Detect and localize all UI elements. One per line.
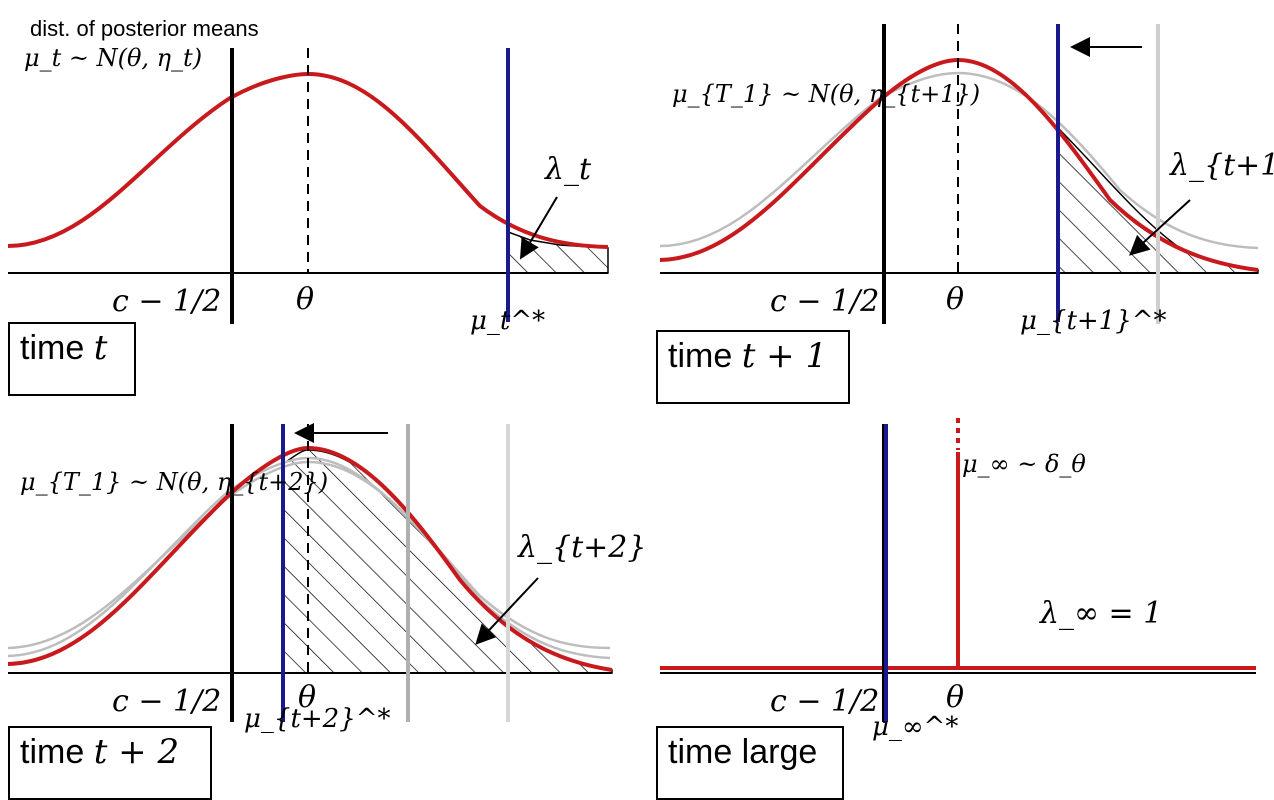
caption-posterior-means: dist. of posterior means	[30, 16, 259, 41]
lambda-arrow-t1	[1129, 199, 1191, 256]
time-box-t: time t	[8, 322, 136, 396]
lambda-label-t1: λ_{t+1}	[1170, 148, 1274, 183]
dist-label-t: μ_t ~ N(θ, η_t)	[24, 44, 203, 72]
panel-time-t2	[7, 423, 613, 722]
dist-label-t2: μ_{T_1} ~ N(θ, η_{t+2})	[20, 468, 329, 496]
panel-time-t1	[659, 24, 1259, 324]
lambda-arrow-t	[519, 196, 558, 260]
lambda-label-t2: λ_{t+2}	[518, 530, 647, 565]
threshold-label-t2: μ_{t+2}^*	[244, 704, 391, 734]
theta-label-t1: θ	[946, 282, 965, 317]
time-box-t2-word: time	[20, 733, 85, 771]
lambda-label-t: λ_t	[545, 152, 592, 187]
panel-time-large	[660, 418, 1256, 722]
threshold-label-t1: μ_{t+1}^*	[1020, 306, 1167, 336]
theta-label-t2: θ	[298, 680, 317, 715]
threshold-label-t: μ_t^*	[470, 306, 546, 336]
time-box-large: time large	[656, 726, 844, 800]
left-label-t1: c − 1/2	[770, 284, 880, 319]
left-label-t: c − 1/2	[112, 284, 222, 319]
lambda-label-large: λ_∞ = 1	[1040, 596, 1163, 631]
time-box-t2: time t + 2	[8, 726, 212, 800]
time-box-t2-var: t + 2	[93, 732, 180, 772]
theta-label-t: θ	[296, 282, 315, 317]
time-box-t-var: t	[93, 328, 108, 368]
time-box-t1-var: t + 1	[741, 336, 828, 376]
time-box-t1-word: time	[668, 337, 733, 375]
threshold-label-large: μ_∞^*	[872, 712, 959, 742]
time-box-large-word: time large	[668, 733, 818, 771]
left-label-t2: c − 1/2	[112, 684, 222, 719]
dist-label-t1: μ_{T_1} ~ N(θ, η_{t+1})	[672, 80, 981, 108]
panel-time-t	[7, 48, 609, 324]
dist-label-large: μ_∞ ~ δ_θ	[962, 450, 1086, 478]
time-box-t1: time t + 1	[656, 330, 850, 404]
left-label-large: c − 1/2	[770, 684, 880, 719]
theta-label-large: θ	[946, 680, 965, 715]
time-box-t-word: time	[20, 329, 85, 367]
old-curve-t1	[659, 71, 1259, 250]
lambda-arrow-t2	[475, 577, 539, 645]
